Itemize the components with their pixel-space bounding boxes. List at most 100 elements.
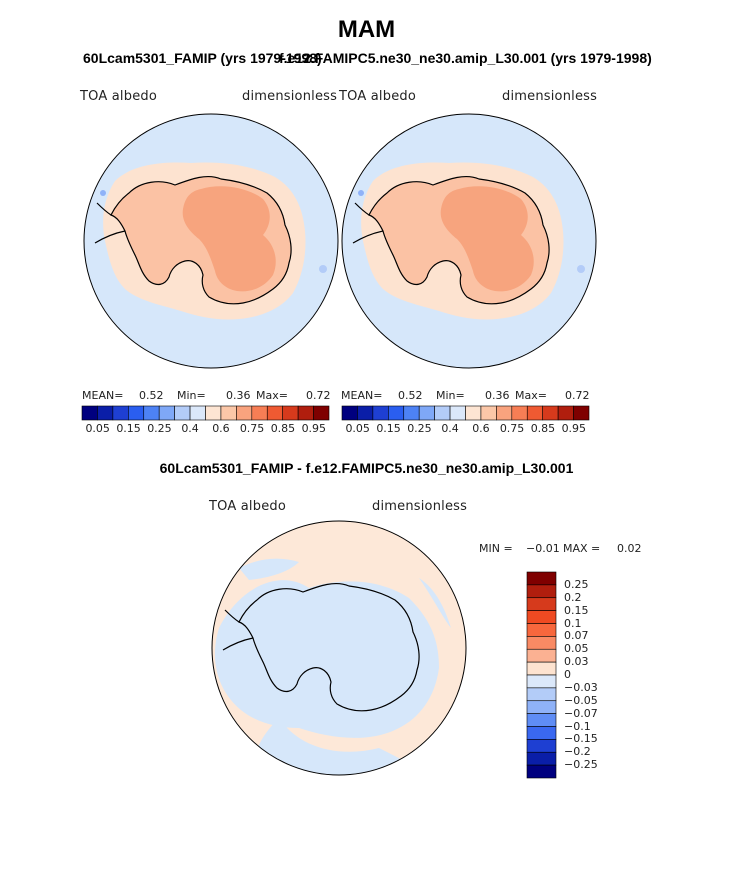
difference-colorbar-swatch <box>526 584 557 599</box>
right-colorbar-swatch <box>357 405 374 421</box>
difference-colorbar-tick-label: 0.1 <box>564 616 582 630</box>
difference-colorbar-tick-label: −0.15 <box>564 732 598 746</box>
difference-colorbar-swatch <box>526 597 557 611</box>
left-colorbar-tick-label: 0.15 <box>116 422 141 435</box>
left-units-label: dimensionless <box>242 89 338 104</box>
right-colorbar-swatch <box>511 405 528 421</box>
left-colorbar-swatch <box>174 405 191 421</box>
right-colorbar-swatch <box>403 405 420 421</box>
left-colorbar-swatch <box>313 405 330 421</box>
left-colorbar-swatch <box>282 405 299 421</box>
difference-colorbar-swatch <box>526 739 557 753</box>
difference-colorbar-swatch <box>526 764 557 779</box>
right-max-value: 0.72 <box>565 389 590 402</box>
difference-colorbar-swatch <box>526 623 557 637</box>
right-colorbar-tick-label: 0.25 <box>407 422 432 435</box>
left-max-label: Max= <box>256 389 288 402</box>
difference-colorbar-tick-label: 0 <box>564 668 571 681</box>
left-var-label: TOA albedo <box>80 89 158 104</box>
right-colorbar-swatch <box>542 405 559 421</box>
difference-colorbar-tick-label: −0.1 <box>564 719 591 733</box>
left-colorbar <box>81 405 330 421</box>
difference-colorbar-swatch <box>526 674 557 689</box>
left-mean-value: 0.52 <box>139 389 164 402</box>
difference-panel-title: 60Lcam5301_FAMIP - f.e12.FAMIPC5.ne30_ne… <box>159 460 574 476</box>
left-colorbar-swatch <box>251 405 268 421</box>
difference-colorbar-tick-label: 0.03 <box>564 655 589 669</box>
right-colorbar-swatch <box>573 405 590 421</box>
difference-colorbar-swatch <box>526 648 557 663</box>
left-colorbar-tick-label: 0.85 <box>270 422 296 435</box>
right-colorbar-tick-label: 0.95 <box>561 422 587 435</box>
difference-colorbar <box>526 571 557 779</box>
difference-colorbar-swatch <box>526 636 557 650</box>
right-colorbar-tick-label: 0.75 <box>499 422 525 435</box>
difference-colorbar-tick-label: −0.2 <box>564 745 591 759</box>
right-mean-value: 0.52 <box>398 389 423 402</box>
left-colorbar-tick-label: 0.05 <box>85 422 110 435</box>
right-var-label: TOA albedo <box>339 89 417 104</box>
right-units-label: dimensionless <box>502 89 598 104</box>
left-colorbar-swatch <box>128 405 145 421</box>
left-colorbar-swatch <box>112 405 129 421</box>
left-colorbar-swatch <box>266 405 283 421</box>
difference-colorbar-swatch <box>526 661 557 676</box>
difference-colorbar-tick-label: −0.07 <box>564 706 598 720</box>
difference-colorbar-swatch <box>526 700 557 714</box>
figure-title: MAM <box>337 16 396 43</box>
diff-max-value: 0.02 <box>617 542 642 555</box>
difference-colorbar-tick-label: 0.15 <box>564 603 589 617</box>
left-colorbar-swatch <box>158 405 175 421</box>
right-colorbar-tick-label: 0.15 <box>376 422 401 435</box>
difference-colorbar-swatch <box>526 687 557 702</box>
left-colorbar-swatch <box>297 405 314 421</box>
difference-colorbar-swatch <box>526 726 557 740</box>
difference-colorbar-swatch <box>526 571 557 586</box>
difference-colorbar-tick-label: −0.03 <box>564 680 598 694</box>
left-map-border <box>83 113 339 369</box>
left-colorbar-tick-label: 0.4 <box>181 422 199 435</box>
right-colorbar-swatch <box>418 405 435 421</box>
right-colorbar <box>341 405 590 421</box>
left-colorbar-swatch <box>236 405 253 421</box>
right-colorbar-swatch <box>465 405 482 421</box>
left-colorbar-swatch <box>97 405 114 421</box>
left-colorbar-swatch <box>143 405 160 421</box>
left-colorbar-swatch <box>81 405 98 421</box>
difference-colorbar-swatch <box>526 713 557 727</box>
difference-colorbar-tick-label: 0.25 <box>564 577 589 591</box>
diff-min-label: MIN = <box>479 542 513 555</box>
left-colorbar-swatch <box>205 405 222 421</box>
diff-units-label: dimensionless <box>372 499 468 514</box>
right-colorbar-swatch <box>341 405 358 421</box>
right-colorbar-swatch <box>526 405 543 421</box>
right-colorbar-tick-label: 0.05 <box>345 422 370 435</box>
right-panel-title: f.e12.FAMIPC5.ne30_ne30.amip_L30.001 (yr… <box>279 50 652 66</box>
left-colorbar-tick-label: 0.75 <box>239 422 265 435</box>
right-mean-label: MEAN= <box>341 389 383 402</box>
left-min-value: 0.36 <box>226 389 251 402</box>
right-colorbar-swatch <box>372 405 389 421</box>
right-map <box>342 114 596 368</box>
left-min-label: Min= <box>177 389 206 402</box>
left-colorbar-tick-label: 0.95 <box>301 422 327 435</box>
difference-colorbar-tick-label: −0.25 <box>564 758 598 772</box>
difference-map-border <box>211 520 467 776</box>
left-colorbar-tick-label: 0.6 <box>212 422 230 435</box>
diff-var-label: TOA albedo <box>209 499 287 514</box>
right-map-border <box>341 113 597 369</box>
difference-colorbar-swatch <box>526 751 557 766</box>
right-colorbar-tick-label: 0.4 <box>441 422 459 435</box>
right-colorbar-swatch <box>557 405 574 421</box>
left-panel-title: 60Lcam5301_FAMIP (yrs 1979-1998) <box>83 50 322 66</box>
right-colorbar-swatch <box>388 405 405 421</box>
right-min-value: 0.36 <box>485 389 510 402</box>
left-colorbar-swatch <box>189 405 206 421</box>
right-max-label: Max= <box>515 389 547 402</box>
right-colorbar-swatch <box>480 405 497 421</box>
right-colorbar-swatch <box>449 405 466 421</box>
difference-colorbar-tick-label: 0.07 <box>564 629 589 643</box>
left-max-value: 0.72 <box>306 389 331 402</box>
difference-colorbar-swatch <box>526 610 557 624</box>
